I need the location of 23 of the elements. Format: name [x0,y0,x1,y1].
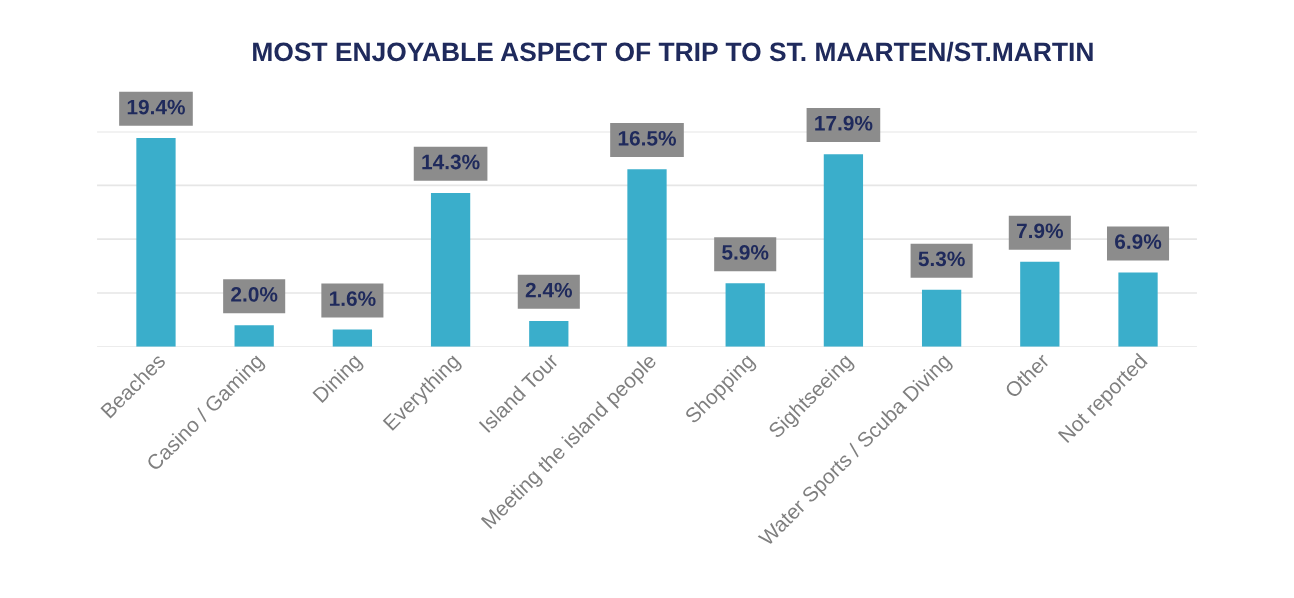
bar [1020,261,1060,347]
bar [234,325,274,347]
bar [430,192,471,347]
data-label: 14.3% [422,154,480,170]
chart-title: MOST ENJOYABLE ASPECT OF TRIP TO ST. MAARTEN/ST.MARTIN [253,41,1093,62]
bar [921,289,962,347]
data-label: 6.9% [1115,234,1162,250]
data-label: 5.3% [918,251,965,267]
data-label: 2.0% [231,287,278,302]
bar [136,138,176,347]
data-label: 7.9% [1016,223,1064,239]
bar [725,283,765,347]
bar [627,169,667,347]
bar [823,154,864,347]
data-label: 19.4% [127,99,185,115]
data-label: 5.9% [722,245,769,260]
bar [529,321,569,347]
bar [332,329,373,347]
data-label: 1.6% [329,291,376,307]
data-label: 2.4% [525,282,572,298]
data-label: 17.9% [815,115,873,131]
bar [1118,272,1158,347]
data-label: 16.5% [618,130,676,146]
